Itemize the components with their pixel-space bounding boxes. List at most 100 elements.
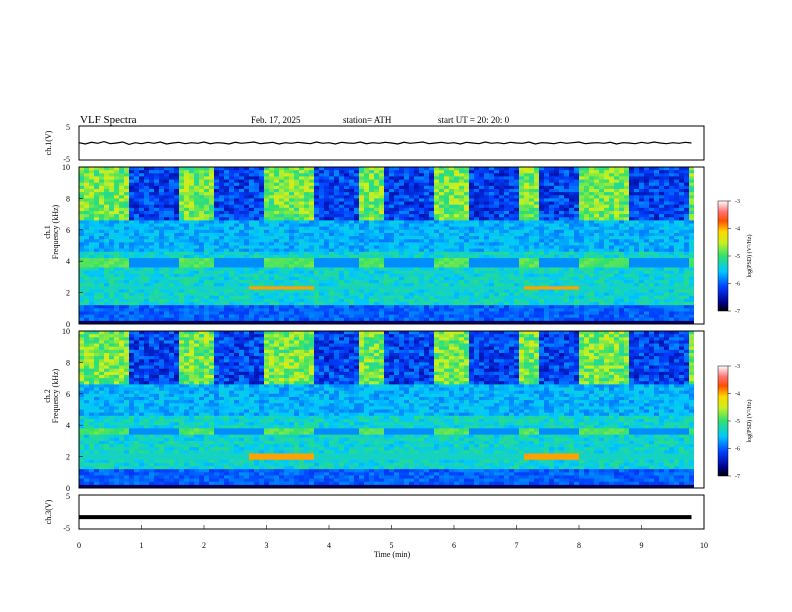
spec-cell: [189, 280, 195, 284]
spec-cell: [149, 261, 155, 265]
spec-cell: [319, 195, 325, 199]
spec-cell: [544, 320, 550, 325]
spec-cell: [344, 207, 350, 212]
spec-cell: [494, 286, 500, 290]
spec-cell: [79, 251, 85, 256]
spec-cell: [449, 308, 455, 312]
spec-cell: [84, 251, 90, 256]
spec-cell: [114, 232, 120, 237]
spec-cell: [79, 261, 85, 265]
spec-cell: [474, 267, 480, 272]
spec-cell: [144, 232, 150, 237]
spec-cell: [354, 192, 360, 196]
spec-cell: [269, 204, 275, 209]
spec-cell: [479, 204, 485, 209]
spec-cell: [209, 201, 215, 206]
spec-cell: [469, 223, 475, 228]
spec-cell: [334, 226, 340, 231]
spec-cell: [459, 286, 465, 290]
spec-cell: [159, 204, 165, 209]
spec-cell: [264, 248, 270, 253]
spec-cell: [484, 210, 490, 215]
spec-cell: [364, 254, 370, 259]
spec-cell: [294, 286, 300, 290]
spec-cell: [369, 223, 375, 228]
spec-cell: [249, 229, 255, 234]
spec-cell: [489, 217, 495, 221]
spec-cell: [179, 223, 185, 228]
spec-cell: [414, 170, 420, 174]
spec-cell: [364, 245, 370, 250]
spec-cell: [89, 229, 95, 234]
spec-cell: [469, 204, 475, 209]
spec-cell: [214, 289, 220, 294]
spec-cell: [264, 195, 270, 199]
spec-cell: [269, 267, 275, 272]
spec-cell: [179, 308, 185, 312]
spec-cell: [504, 302, 510, 306]
spec-cell: [549, 195, 555, 199]
spec-cell: [329, 295, 335, 300]
spec-cell: [464, 242, 470, 246]
spec-cell: [264, 305, 270, 309]
spec-cell: [474, 226, 480, 231]
spec-cell: [79, 242, 85, 246]
spec-cell: [209, 232, 215, 237]
spec-cell: [549, 317, 555, 322]
spec-cell: [354, 308, 360, 312]
spec-cell: [514, 280, 520, 284]
spec-cell: [489, 311, 495, 316]
spec-cell: [129, 292, 135, 297]
spec-cell: [119, 170, 125, 174]
spec-cell: [249, 305, 255, 309]
spec-cell: [309, 170, 315, 174]
spec-cell: [164, 236, 170, 240]
spec-cell: [189, 314, 195, 319]
spec-cell: [479, 239, 485, 243]
spec-cell: [194, 280, 200, 284]
spec-cell: [109, 242, 115, 246]
spec-cell: [349, 167, 355, 171]
spec-cell: [519, 258, 525, 262]
spec-cell: [439, 317, 445, 322]
spec-cell: [389, 251, 395, 256]
spec-cell: [154, 188, 160, 193]
spec-cell: [274, 264, 280, 268]
header-start-ut: start UT = 20: 20: 0: [438, 115, 510, 125]
spec-cell: [324, 170, 330, 174]
spec-cell: [294, 210, 300, 215]
spec-cell: [509, 214, 515, 218]
spec-cell: [124, 280, 130, 284]
spec-cell: [114, 248, 120, 253]
spec-cell: [199, 170, 205, 174]
spec-cell: [219, 273, 225, 278]
spec-cell: [299, 248, 305, 253]
spec-cell: [399, 314, 405, 319]
spec-cell: [214, 182, 220, 187]
spec-cell: [474, 182, 480, 187]
spec-cell: [124, 258, 130, 262]
spec-cell: [139, 207, 145, 212]
spec-cell: [394, 185, 400, 190]
spec-cell: [524, 254, 530, 259]
spec-cell: [474, 188, 480, 193]
spec-cell: [559, 283, 565, 287]
spec-cell: [539, 226, 545, 231]
spec-cell: [109, 198, 115, 203]
spec-cell: [439, 267, 445, 272]
spec-cell: [234, 236, 240, 240]
spec-cell: [394, 251, 400, 256]
spec-cell: [254, 195, 260, 199]
spec-cell: [399, 195, 405, 199]
spec-cell: [249, 302, 255, 306]
spec-cell: [369, 217, 375, 221]
spec-cell: [384, 292, 390, 297]
spec-cell: [294, 248, 300, 253]
spec-cell: [79, 170, 85, 174]
spec-cell: [484, 176, 490, 181]
spec-cell: [449, 214, 455, 218]
spec-cell: [259, 305, 265, 309]
spec-cell: [549, 220, 555, 225]
spec-cell: [484, 280, 490, 284]
spec-cell: [484, 198, 490, 203]
